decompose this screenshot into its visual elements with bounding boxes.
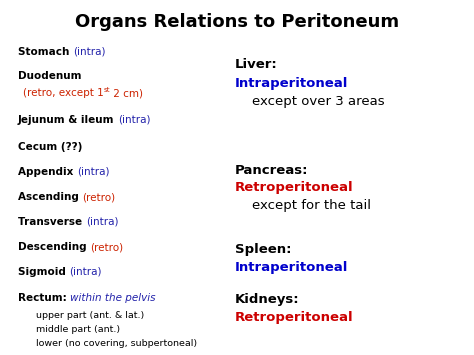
Text: Intraperitoneal: Intraperitoneal — [235, 262, 348, 274]
Text: (retro): (retro) — [82, 192, 116, 202]
Text: Ascending: Ascending — [18, 192, 82, 202]
Text: Jejunum & ileum: Jejunum & ileum — [18, 115, 118, 125]
Text: Kidneys:: Kidneys: — [235, 294, 300, 306]
Text: within the pelvis: within the pelvis — [70, 293, 156, 303]
Text: (intra): (intra) — [86, 217, 118, 227]
Text: Spleen:: Spleen: — [235, 244, 292, 257]
Text: Retroperitoneal: Retroperitoneal — [235, 181, 354, 195]
Text: Organs Relations to Peritoneum: Organs Relations to Peritoneum — [75, 13, 399, 31]
Text: (retro): (retro) — [90, 242, 123, 252]
Text: Appendix: Appendix — [18, 167, 77, 177]
Text: Sigmoid: Sigmoid — [18, 267, 70, 277]
Text: middle part (ant.): middle part (ant.) — [36, 326, 120, 334]
Text: Intraperitoneal: Intraperitoneal — [235, 76, 348, 89]
Text: 2 cm): 2 cm) — [110, 88, 143, 98]
Text: (intra): (intra) — [73, 47, 106, 57]
Text: Retroperitoneal: Retroperitoneal — [235, 311, 354, 324]
Text: Descending: Descending — [18, 242, 90, 252]
Text: Pancreas:: Pancreas: — [235, 164, 309, 176]
Text: except over 3 areas: except over 3 areas — [235, 94, 384, 108]
Text: upper part (ant. & lat.): upper part (ant. & lat.) — [36, 311, 144, 321]
Text: Transverse: Transverse — [18, 217, 86, 227]
Text: lower (no covering, subpertoneal): lower (no covering, subpertoneal) — [36, 339, 197, 349]
Text: Duodenum: Duodenum — [18, 71, 82, 81]
Text: (intra): (intra) — [77, 167, 109, 177]
Text: (intra): (intra) — [70, 267, 102, 277]
Text: Cecum (??): Cecum (??) — [18, 142, 82, 152]
Text: except for the tail: except for the tail — [235, 200, 371, 213]
Text: st: st — [104, 87, 110, 93]
Text: (retro, except 1: (retro, except 1 — [23, 88, 104, 98]
Text: Stomach: Stomach — [18, 47, 73, 57]
Text: (intra): (intra) — [118, 115, 151, 125]
Text: Liver:: Liver: — [235, 59, 278, 71]
Text: Rectum:: Rectum: — [18, 293, 70, 303]
